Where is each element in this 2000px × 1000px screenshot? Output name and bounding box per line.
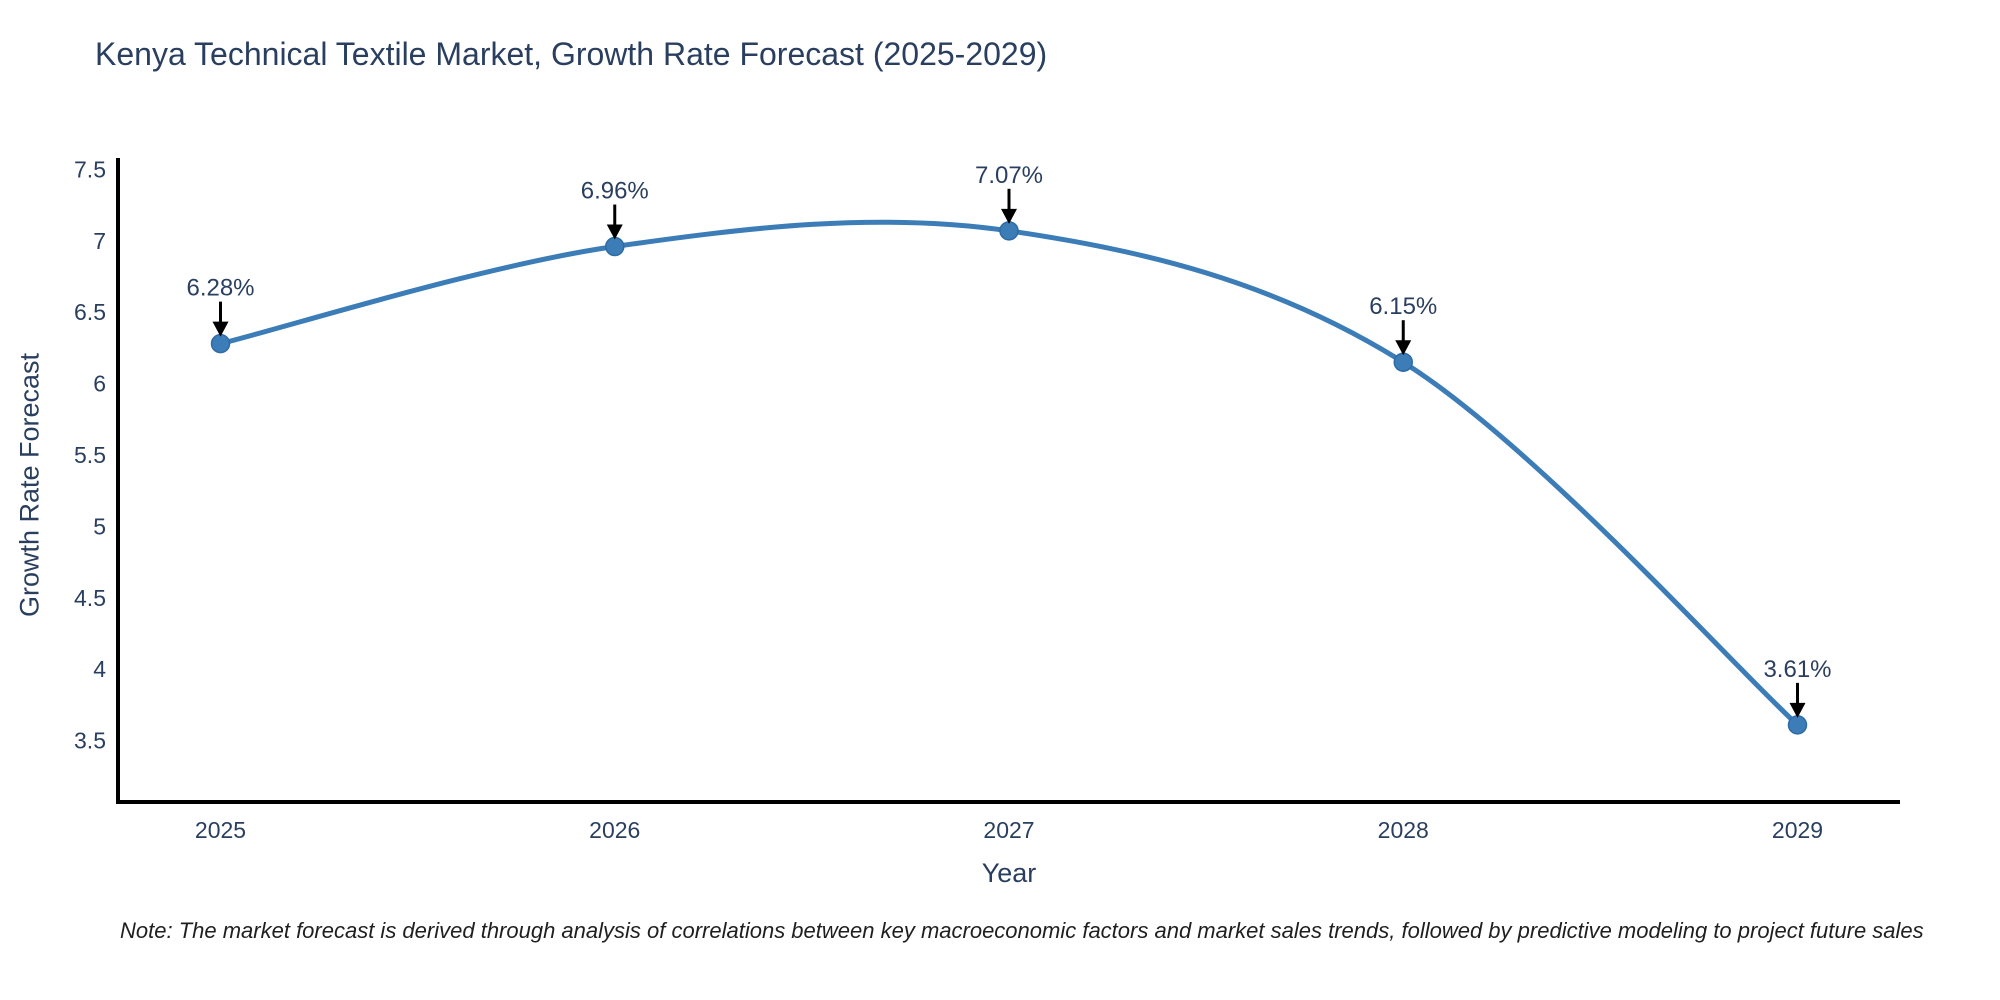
x-axis-title: Year [981, 858, 1037, 888]
annotation-arrowhead [1789, 702, 1806, 718]
point-label: 6.28% [186, 275, 254, 302]
footnote: Note: The market forecast is derived thr… [120, 918, 1924, 943]
annotation-arrowhead [1001, 208, 1017, 224]
y-tick-label: 6.5 [74, 299, 106, 325]
data-point-2029[interactable] [1787, 715, 1808, 735]
y-tick-label: 5.5 [74, 442, 106, 468]
series-line [218, 219, 1800, 728]
data-point-2026[interactable] [605, 236, 625, 257]
x-tick-label: 2028 [1378, 817, 1429, 843]
y-tick-label: 4.5 [74, 585, 106, 611]
y-tick-label: 6 [93, 371, 106, 397]
data-point-2027[interactable] [999, 221, 1019, 241]
annotation-arrowhead [212, 321, 229, 337]
point-label: 3.61% [1763, 656, 1831, 683]
annotation-arrowhead [606, 224, 623, 240]
chart-title: Kenya Technical Textile Market, Growth R… [95, 36, 1048, 72]
data-point-2028[interactable] [1393, 352, 1413, 372]
x-tick-label: 2027 [983, 817, 1034, 843]
y-tick-label: 4 [93, 656, 106, 682]
point-label: 6.96% [581, 178, 649, 205]
y-tick-label: 3.5 [74, 728, 106, 754]
y-tick-label: 7 [93, 228, 106, 254]
annotation-arrowhead [1395, 340, 1412, 356]
x-tick-label: 2029 [1772, 817, 1823, 843]
point-label: 7.07% [975, 162, 1043, 189]
data-point-2025[interactable] [210, 333, 231, 354]
x-tick-label: 2025 [195, 817, 246, 843]
y-tick-label: 5 [93, 513, 106, 539]
y-tick-label: 7.5 [74, 156, 106, 182]
point-label: 6.15% [1369, 293, 1437, 320]
x-tick-label: 2026 [589, 817, 640, 843]
